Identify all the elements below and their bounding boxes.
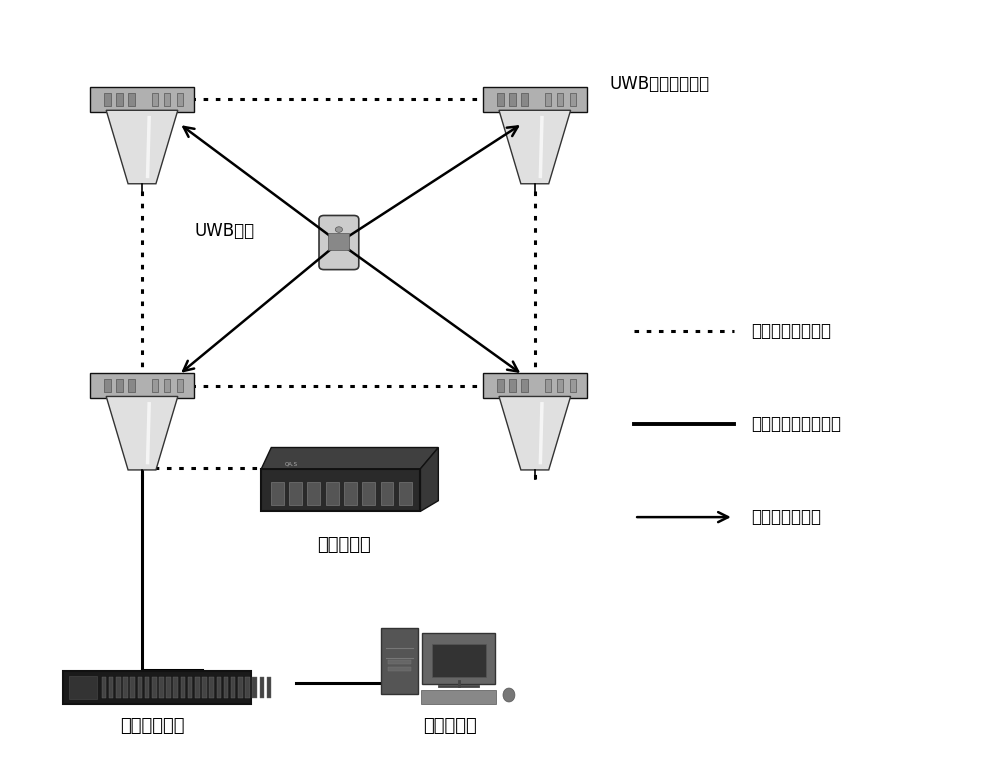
Bar [152,677,157,697]
Bar [69,675,97,699]
Bar [152,379,158,392]
Bar [102,677,106,697]
Bar [116,379,123,392]
Bar [260,677,264,697]
Bar [202,677,207,697]
Bar [570,379,576,392]
Text: QA.S: QA.S [285,462,298,467]
Polygon shape [106,397,178,470]
Bar [104,93,111,106]
Bar [545,379,551,392]
Bar [123,677,128,697]
Bar [570,93,576,106]
Polygon shape [499,397,571,470]
Polygon shape [106,111,178,184]
Text: UWB阅读器和天线: UWB阅读器和天线 [609,75,710,93]
Bar [195,677,200,697]
Bar [173,677,178,697]
Bar [381,481,393,505]
Bar [130,677,135,697]
Bar [188,677,192,697]
Bar [166,677,171,697]
Bar [145,677,149,697]
FancyBboxPatch shape [90,373,194,398]
Bar [271,481,284,505]
Bar [521,379,528,392]
Bar [109,677,113,697]
Bar [164,93,170,106]
Bar [557,379,563,392]
Bar [509,93,516,106]
Bar [497,379,504,392]
Bar [164,379,170,392]
Bar [509,379,516,392]
Bar [209,677,214,697]
Bar [432,644,486,677]
Bar [557,93,563,106]
FancyBboxPatch shape [483,87,587,112]
Bar [104,379,111,392]
Bar [116,93,123,106]
Bar [545,93,551,106]
Text: 同步分配器: 同步分配器 [317,537,371,555]
Bar [326,481,339,505]
Bar [177,379,183,392]
FancyBboxPatch shape [319,216,359,270]
Text: 超五类屏蔽双络线: 超五类屏蔽双络线 [752,323,832,340]
Ellipse shape [503,688,515,702]
Bar [128,93,135,106]
Bar [159,677,164,697]
Bar [388,667,411,671]
Bar [252,677,257,697]
Bar [388,661,411,664]
Text: 超宽频脉冲信号: 超宽频脉冲信号 [752,508,822,526]
Bar [217,677,221,697]
Polygon shape [261,447,438,469]
Bar [181,677,185,697]
Polygon shape [420,447,438,511]
FancyBboxPatch shape [90,87,194,112]
Bar [289,481,302,505]
Bar [521,93,528,106]
Circle shape [335,227,342,232]
Bar [497,93,504,106]
Bar [224,677,228,697]
Bar [245,677,250,697]
Bar [238,677,243,697]
Bar [177,93,183,106]
FancyBboxPatch shape [483,373,587,398]
Bar [231,677,235,697]
Text: 系统服务器: 系统服务器 [423,717,477,735]
FancyBboxPatch shape [422,633,495,684]
Text: 超五类非屏蔽双络线: 超五类非屏蔽双络线 [752,415,842,433]
Bar [421,690,496,704]
Bar [362,481,375,505]
Bar [116,677,121,697]
Polygon shape [499,111,571,184]
Bar [128,379,135,392]
Bar [261,469,420,511]
Bar [381,628,418,694]
Bar [399,481,412,505]
Bar [328,233,349,249]
FancyBboxPatch shape [63,671,251,703]
Bar [152,93,158,106]
Text: 以太网交换机: 以太网交换机 [120,717,184,735]
Text: UWB标签: UWB标签 [195,222,255,240]
Bar [307,481,320,505]
Bar [267,677,271,697]
Bar [344,481,357,505]
Bar [138,677,142,697]
